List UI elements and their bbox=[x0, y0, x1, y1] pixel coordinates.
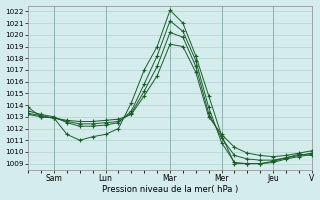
X-axis label: Pression niveau de la mer( hPa ): Pression niveau de la mer( hPa ) bbox=[102, 185, 238, 194]
